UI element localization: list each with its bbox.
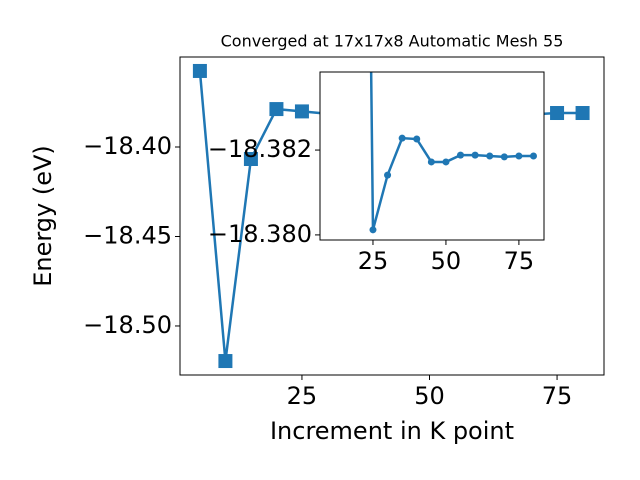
plot-clip	[369, 72, 537, 234]
marker	[529, 152, 537, 160]
marker	[515, 152, 523, 160]
y-tick-label: −18.40	[83, 132, 172, 160]
marker	[471, 151, 479, 159]
marker	[457, 151, 465, 159]
marker	[243, 152, 258, 167]
x-tick-label: 75	[504, 247, 535, 275]
marker	[192, 63, 207, 78]
x-tick-label: 75	[542, 382, 573, 410]
marker	[413, 135, 421, 143]
marker	[384, 171, 392, 179]
marker	[500, 153, 508, 161]
marker	[269, 102, 284, 117]
marker	[294, 104, 309, 119]
chart-title: Converged at 17x17x8 Automatic Mesh 55	[221, 32, 564, 51]
y-tick-label: −18.380	[208, 220, 312, 248]
x-tick-label: 50	[414, 382, 445, 410]
x-tick-label: 25	[358, 247, 389, 275]
marker	[442, 158, 450, 166]
y-tick-label: −18.45	[83, 221, 172, 249]
x-axis-label: Increment in K point	[270, 417, 514, 445]
marker	[550, 106, 565, 121]
x-tick-label: 25	[287, 382, 318, 410]
y-axis-label: Energy (eV)	[29, 145, 57, 287]
marker	[398, 134, 406, 142]
marker	[427, 158, 435, 166]
marker	[218, 354, 233, 369]
axes-frame	[179, 56, 605, 376]
axes-frame	[319, 71, 545, 241]
x-tick-label: 50	[431, 247, 462, 275]
marker	[575, 106, 590, 121]
y-tick-label: −18.50	[83, 311, 172, 339]
marker	[369, 226, 377, 234]
y-tick-label: −18.382	[208, 135, 312, 163]
marker	[486, 152, 494, 160]
